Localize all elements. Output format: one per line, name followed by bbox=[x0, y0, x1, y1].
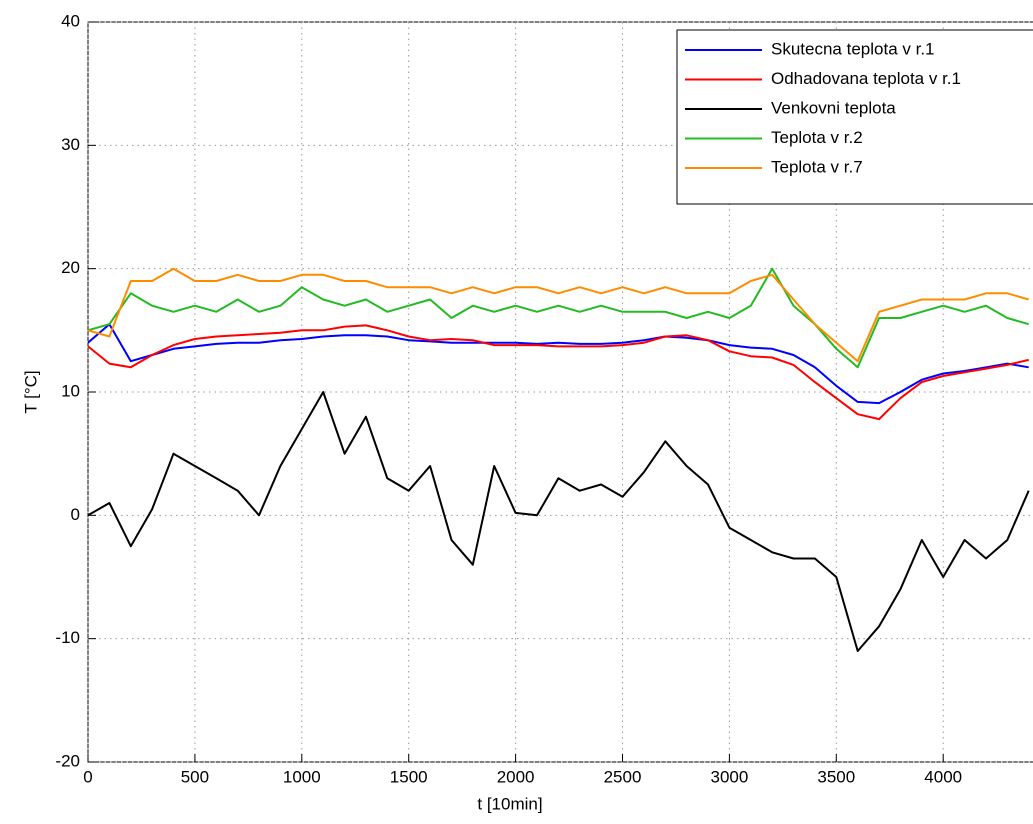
x-tick-label: 2500 bbox=[604, 767, 642, 786]
x-tick-label: 0 bbox=[83, 767, 92, 786]
y-tick-label: -10 bbox=[55, 628, 80, 647]
series-line bbox=[88, 267, 1029, 363]
y-tick-label: 10 bbox=[61, 381, 80, 400]
y-tick-label: 30 bbox=[61, 135, 80, 154]
series-line bbox=[88, 324, 1029, 421]
x-tick-label: 2000 bbox=[497, 767, 535, 786]
y-tick-label: 20 bbox=[61, 258, 80, 277]
x-tick-label: 4000 bbox=[924, 767, 962, 786]
series-line bbox=[88, 267, 1029, 369]
series-line bbox=[88, 391, 1030, 652]
legend-label: Teplota v r.7 bbox=[771, 157, 863, 176]
legend-label: Venkovni teplota bbox=[771, 98, 896, 117]
legend: Skutecna teplota v r.1 Odhadovana teplota… bbox=[676, 29, 1033, 205]
legend-label: Teplota v r.2 bbox=[771, 128, 863, 147]
legend-label: Skutecna teplota v r.1 bbox=[771, 39, 935, 58]
y-tick-label: -20 bbox=[55, 751, 80, 770]
x-tick-label: 3500 bbox=[817, 767, 855, 786]
legend-label: Odhadovana teplota v r.1 bbox=[771, 69, 961, 88]
x-tick-label: 500 bbox=[181, 767, 209, 786]
x-tick-label: 3000 bbox=[710, 767, 748, 786]
lines bbox=[88, 267, 1030, 652]
y-tick-label: 0 bbox=[71, 505, 80, 524]
x-tick-label: 1000 bbox=[283, 767, 321, 786]
y-tick-label: 40 bbox=[61, 11, 80, 30]
series-line bbox=[88, 323, 1029, 405]
x-tick-label: 1500 bbox=[390, 767, 428, 786]
legend-box bbox=[676, 29, 1033, 205]
x-axis-label: t [10min] bbox=[477, 794, 542, 813]
y-axis-label: T [°C] bbox=[21, 370, 40, 413]
